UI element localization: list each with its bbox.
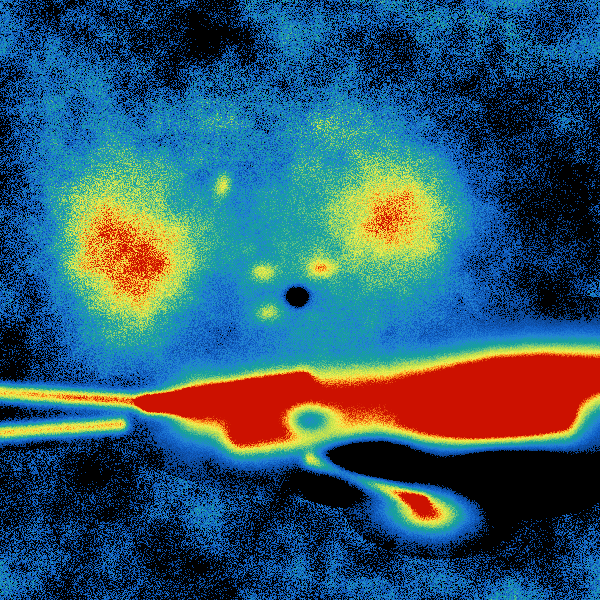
- visualization-root: False-color intensity field jet-like Noi…: [0, 0, 600, 600]
- false-color-field-canvas: [0, 0, 600, 600]
